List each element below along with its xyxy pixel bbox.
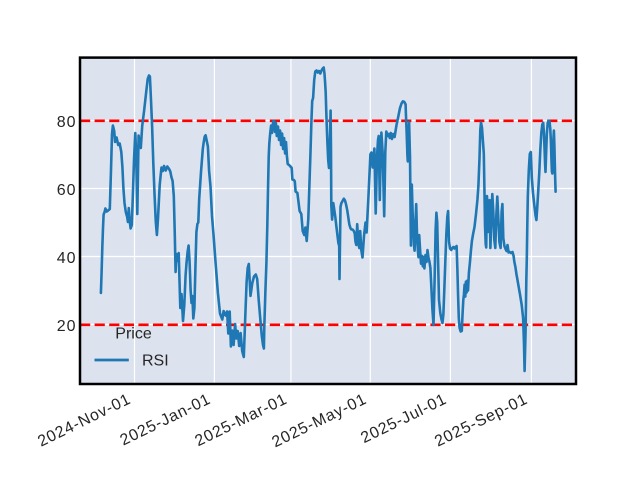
svg-text:80: 80 [57, 114, 77, 131]
svg-text:40: 40 [57, 250, 77, 267]
svg-text:RSI: RSI [142, 352, 169, 369]
svg-text:20: 20 [57, 318, 77, 335]
svg-text:Price: Price [115, 325, 152, 342]
svg-text:60: 60 [57, 182, 77, 199]
